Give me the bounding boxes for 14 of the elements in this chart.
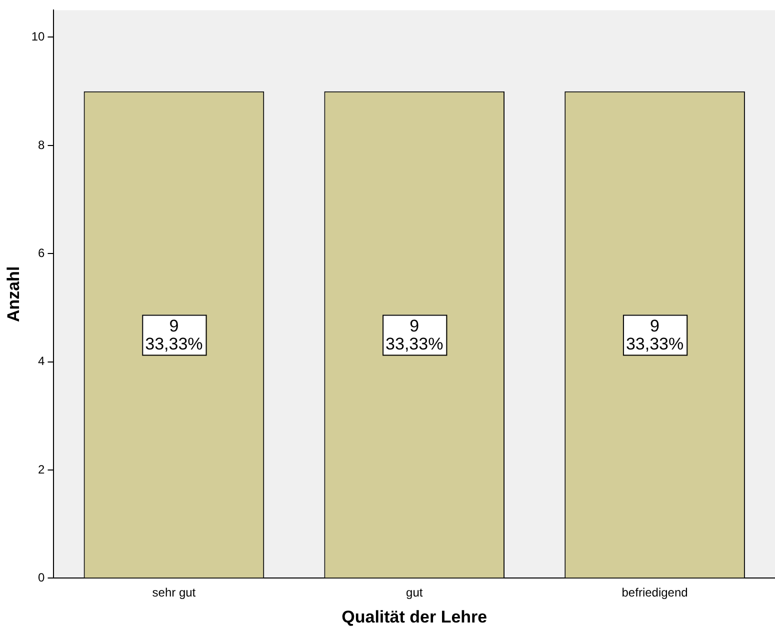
y-tick-label: 6: [38, 246, 46, 260]
data-label: 9 33,33%: [145, 316, 203, 354]
x-tick-label: befriedigend: [622, 586, 688, 600]
y-axis-title: Anzahl: [4, 266, 23, 322]
x-tick-label: sehr gut: [152, 586, 196, 600]
y-tick-label: 10: [31, 30, 46, 44]
y-tick-label: 0: [38, 570, 46, 585]
y-tick-label: 2: [38, 462, 46, 476]
x-tick-label: gut: [406, 586, 424, 600]
data-label: 9 33,33%: [626, 316, 684, 354]
x-axis-title: Qualität der Lehre: [342, 607, 488, 626]
data-label: 9 33,33%: [386, 316, 444, 354]
y-tick-label: 4: [38, 354, 46, 368]
y-tick-label: 8: [38, 138, 46, 152]
